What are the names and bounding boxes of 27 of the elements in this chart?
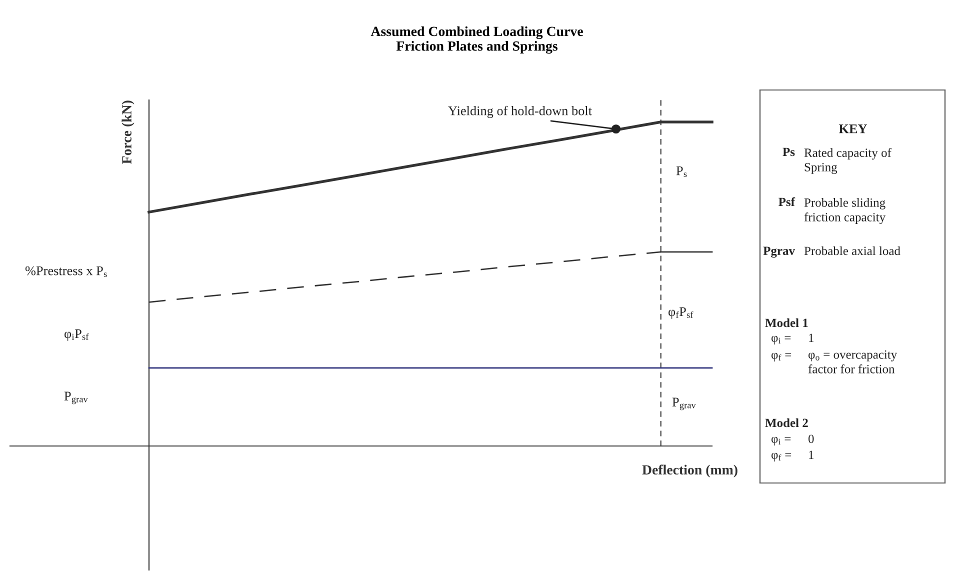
text: 0 [808, 434, 814, 444]
y-axis-title: Force (kN) [122, 100, 134, 164]
text: KEY [838, 124, 868, 134]
text: φ$_{f}$ = [771, 452, 792, 462]
text: Model 1 [765, 318, 808, 328]
text: Yielding of hold-down bolt [448, 106, 592, 118]
text: φ$_{i}$ = [771, 436, 791, 446]
text: Probable sliding friction capacity [804, 198, 886, 224]
chart-title: Assumed Combined Loading Curve Friction Plates and Springs [370, 26, 583, 54]
text: φ$_{i}$ = [771, 336, 791, 344]
text: Psf [778, 197, 796, 206]
text: P$_{grav}$ [64, 392, 88, 404]
annotation: P$_{grav}$ [672, 398, 696, 410]
text: Pgrav [763, 246, 795, 258]
text: φ$_{o}$ = overcapacity factor for friction [808, 350, 898, 374]
annotation: φ$_{f}$P$_{sf}$ [668, 307, 694, 319]
text: 1 [809, 334, 814, 342]
text: Rated capacity of Spring [804, 148, 892, 174]
text: 1 [809, 450, 814, 460]
text: φ$_{i}$P$_{sf}$ [64, 329, 89, 341]
text: Probable axial load [804, 246, 900, 256]
text: Model 2 [765, 418, 808, 428]
text: Ps [782, 148, 795, 156]
x-axis-title: Deflection (mm) [642, 464, 738, 478]
annotation: P$_{s}$ [676, 166, 687, 178]
text: %Prestress x P$_{s}$ [25, 266, 107, 278]
text: φ$_{f}$ = [771, 352, 792, 362]
